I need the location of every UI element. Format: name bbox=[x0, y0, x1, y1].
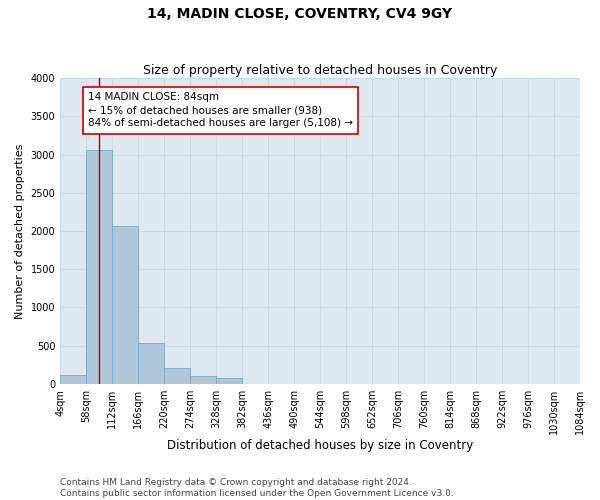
Bar bbox=[138, 344, 164, 384]
X-axis label: Distribution of detached houses by size in Coventry: Distribution of detached houses by size … bbox=[167, 440, 473, 452]
Text: Contains HM Land Registry data © Crown copyright and database right 2024.
Contai: Contains HM Land Registry data © Crown c… bbox=[60, 478, 454, 498]
Bar bbox=[60, 374, 86, 384]
Bar bbox=[190, 376, 216, 384]
Title: Size of property relative to detached houses in Coventry: Size of property relative to detached ho… bbox=[143, 64, 497, 77]
Bar bbox=[216, 378, 242, 384]
Bar bbox=[86, 150, 112, 384]
Bar bbox=[164, 368, 190, 384]
Text: 14, MADIN CLOSE, COVENTRY, CV4 9GY: 14, MADIN CLOSE, COVENTRY, CV4 9GY bbox=[148, 8, 452, 22]
Y-axis label: Number of detached properties: Number of detached properties bbox=[15, 144, 25, 318]
Text: 14 MADIN CLOSE: 84sqm
← 15% of detached houses are smaller (938)
84% of semi-det: 14 MADIN CLOSE: 84sqm ← 15% of detached … bbox=[88, 92, 353, 128]
Bar bbox=[112, 226, 138, 384]
